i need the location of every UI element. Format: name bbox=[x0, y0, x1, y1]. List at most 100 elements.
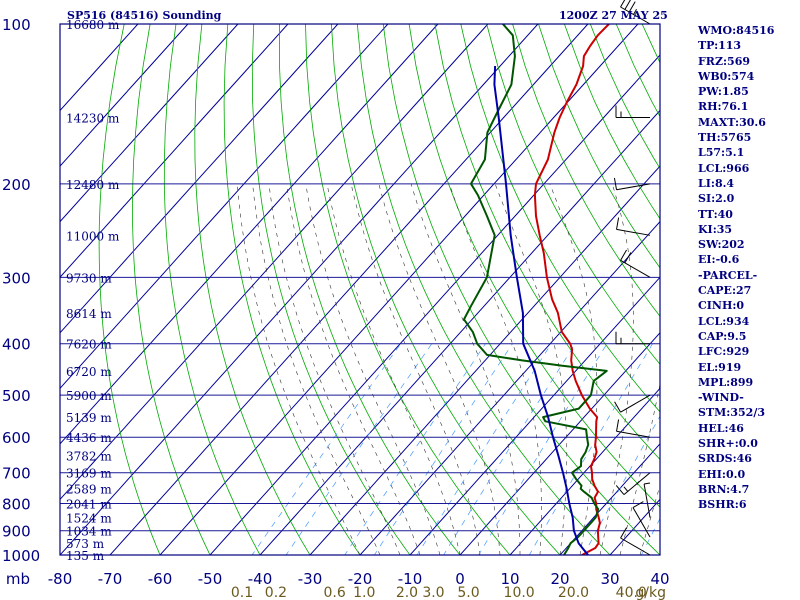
isotherm-line bbox=[60, 24, 339, 334]
height-label: 2589 m bbox=[66, 483, 112, 497]
dry-adiabat-line bbox=[538, 24, 660, 269]
height-label: 1034 m bbox=[66, 525, 112, 539]
mixing-ratio-label: 40.0 bbox=[616, 585, 647, 600]
mixing-ratio-label: 3.0 bbox=[422, 585, 444, 600]
height-label: 135 m bbox=[66, 549, 105, 563]
dry-adiabat-line bbox=[98, 24, 161, 555]
isotherm-line bbox=[60, 24, 489, 501]
moist-adiabat-line bbox=[378, 183, 501, 555]
temperature-tick-label: -30 bbox=[298, 570, 323, 588]
dry-adiabat-line bbox=[131, 24, 211, 555]
pressure-axis-label: mb bbox=[6, 570, 30, 588]
height-label: 1524 m bbox=[66, 512, 112, 526]
height-label: 3169 m bbox=[66, 467, 112, 481]
dry-adiabat-line bbox=[163, 24, 261, 555]
isotherm-line bbox=[60, 24, 289, 279]
stat-item: EHI:0.0 bbox=[698, 467, 746, 481]
temperature-tick-label: 40 bbox=[650, 570, 669, 588]
wind-barb bbox=[620, 249, 651, 278]
pressure-tick-label: 400 bbox=[2, 336, 31, 354]
height-label: 14230 m bbox=[66, 112, 120, 126]
dry-adiabat-line bbox=[356, 24, 611, 555]
isotherm-line bbox=[559, 443, 660, 555]
stat-item: KI:35 bbox=[698, 222, 733, 236]
pressure-tick-label: 100 bbox=[2, 16, 31, 34]
mixing-ratio-label: 0.1 bbox=[231, 585, 253, 600]
mixing-ratio-line bbox=[285, 343, 433, 555]
stat-item: LCL:934 bbox=[698, 314, 750, 328]
moist-adiabat-line bbox=[268, 183, 401, 555]
isotherm-line bbox=[309, 165, 660, 555]
temperature-tick-label: -70 bbox=[98, 570, 123, 588]
mixing-ratio-label: 2.0 bbox=[396, 585, 418, 600]
temperature-tick-label: -80 bbox=[48, 570, 73, 588]
temperature-tick-label: 20 bbox=[550, 570, 569, 588]
height-label: 3782 m bbox=[66, 450, 112, 464]
height-label: 4436 m bbox=[66, 431, 112, 445]
mixing-ratio-line bbox=[478, 343, 608, 555]
station-title: SP516 (84516) Sounding bbox=[67, 9, 222, 22]
dry-adiabat-line bbox=[460, 24, 660, 413]
stat-item: WMO:84516 bbox=[698, 24, 775, 37]
isotherm-line bbox=[409, 276, 660, 555]
dry-adiabat-line bbox=[408, 24, 660, 508]
height-label: 5139 m bbox=[66, 411, 112, 425]
plot-frame bbox=[59, 23, 661, 556]
height-label: 8614 m bbox=[66, 307, 112, 321]
wind-barb bbox=[614, 394, 651, 413]
temperature-tick-label: -10 bbox=[398, 570, 423, 588]
height-label: 2041 m bbox=[66, 498, 112, 512]
temperature-profile bbox=[533, 24, 610, 555]
temperature-tick-label: -60 bbox=[148, 570, 173, 588]
stat-item: TT:40 bbox=[698, 207, 733, 221]
mixing-ratio-unit: g/kg bbox=[635, 585, 666, 600]
mixing-ratio-line bbox=[373, 343, 513, 555]
dry-adiabat-line bbox=[305, 24, 511, 555]
height-label: 11000 m bbox=[66, 229, 120, 243]
isotherm-line bbox=[509, 387, 660, 555]
temperature-tick-label: 0 bbox=[455, 570, 465, 588]
pressure-tick-label: 1000 bbox=[2, 547, 40, 565]
dry-adiabat-line bbox=[434, 24, 660, 460]
stat-item: SI:2.0 bbox=[698, 192, 735, 206]
moist-adiabat-line bbox=[236, 183, 361, 555]
stat-item: BSHR:6 bbox=[698, 498, 747, 512]
wind-barb bbox=[632, 501, 651, 538]
dry-adiabat-line bbox=[486, 24, 660, 365]
mixing-ratio-label: 20.0 bbox=[558, 585, 589, 600]
stat-item: HEL:46 bbox=[698, 421, 744, 435]
stat-item: CINH:0 bbox=[698, 299, 745, 313]
mixing-ratio-line bbox=[416, 343, 552, 555]
wind-barb bbox=[613, 177, 651, 191]
dry-adiabat-line bbox=[331, 24, 561, 555]
stat-item: SRDS:46 bbox=[698, 452, 752, 466]
stat-item: SW:202 bbox=[698, 238, 745, 252]
pressure-tick-label: 600 bbox=[2, 429, 31, 447]
moist-adiabat-line bbox=[619, 382, 660, 555]
pressure-tick-label: 200 bbox=[2, 176, 31, 194]
height-label: 5900 m bbox=[66, 389, 112, 403]
temperature-tick-label: -50 bbox=[198, 570, 223, 588]
stat-item: FRZ:569 bbox=[698, 54, 751, 68]
height-label: 12480 m bbox=[66, 178, 120, 192]
mixing-ratio-label: 0.6 bbox=[324, 585, 346, 600]
dry-adiabat-line bbox=[223, 24, 361, 555]
stat-item: -PARCEL- bbox=[698, 268, 758, 282]
mixing-ratio-label: 5.0 bbox=[457, 585, 479, 600]
pressure-tick-label: 900 bbox=[2, 523, 31, 541]
mixing-ratio-label: 0.2 bbox=[265, 585, 287, 600]
stat-item: LFC:929 bbox=[698, 345, 750, 359]
stat-item: LI:8.4 bbox=[698, 176, 735, 190]
stat-item: -WIND- bbox=[698, 391, 744, 405]
stat-item: BRN:4.7 bbox=[698, 482, 750, 496]
pressure-tick-label: 800 bbox=[2, 496, 31, 514]
stat-item: RH:76.1 bbox=[698, 100, 749, 114]
stat-item: WB0:574 bbox=[698, 69, 755, 83]
stats-panel: WMO:84516 TP:113 FRZ:569 WB0:574 PW:1.85 RH:7… bbox=[698, 23, 774, 513]
wind-barb bbox=[643, 482, 651, 518]
temperature-tick-label: -40 bbox=[248, 570, 273, 588]
stat-item: EL:919 bbox=[698, 360, 742, 374]
temperature-tick-label: 30 bbox=[600, 570, 619, 588]
isotherm-line bbox=[209, 54, 660, 555]
mixing-ratio-line bbox=[583, 415, 660, 555]
